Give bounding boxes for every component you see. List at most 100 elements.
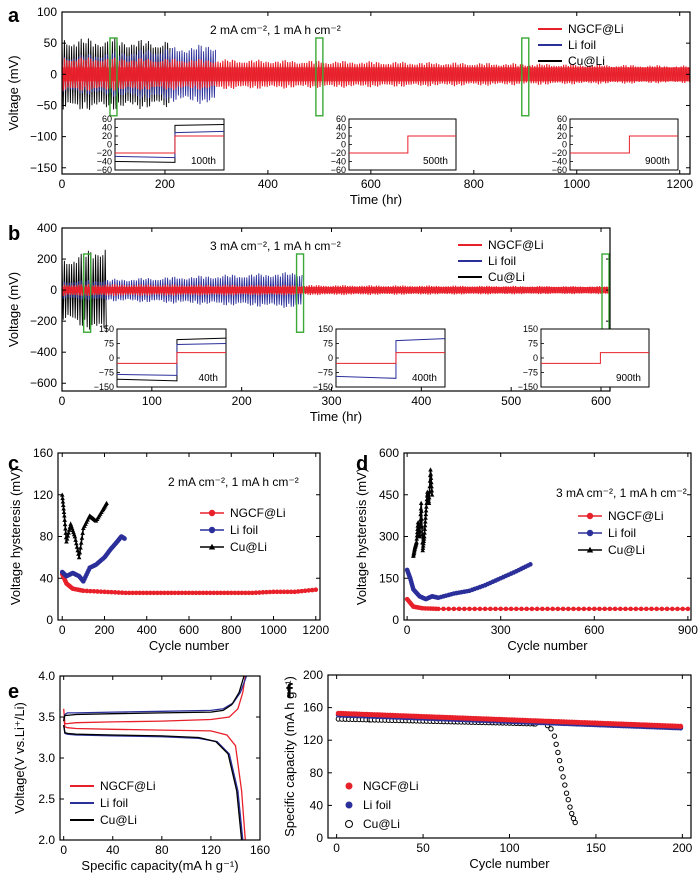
data-point — [246, 590, 252, 596]
inset-400th: 150 75 0 −75 −150 400th — [313, 324, 446, 392]
x-tick-label: 1000 — [563, 177, 590, 191]
y-tick-label: 0 — [46, 613, 53, 627]
data-point — [155, 590, 160, 596]
y-axis-label: Voltage hysteresis (mV) — [354, 468, 369, 605]
x-tick-label: 1000 — [260, 623, 287, 637]
panel-c: 0 200 400 600 800 1000 1200 0 40 80 120 160 Cycle nu… — [8, 446, 329, 653]
inset-tick-label: 20 — [102, 131, 112, 141]
x-tick-label: 1200 — [666, 177, 693, 191]
data-point — [586, 529, 594, 537]
data-point — [420, 548, 426, 553]
data-point — [151, 590, 157, 596]
data-point — [669, 606, 675, 612]
x-axis-label: Cycle number — [507, 638, 588, 653]
data-point — [685, 606, 691, 612]
data-point — [488, 606, 493, 612]
data-point — [421, 536, 427, 541]
data-point — [186, 590, 192, 596]
data-point — [659, 606, 665, 612]
data-point — [130, 590, 135, 596]
data-point — [236, 590, 241, 596]
data-point — [422, 530, 427, 535]
x-tick-label: 120 — [201, 843, 221, 857]
inset-label: 500th — [423, 156, 448, 167]
data-point — [586, 606, 592, 612]
data-point — [572, 819, 578, 826]
data-point — [428, 467, 433, 472]
y-tick-label: 120 — [33, 488, 53, 502]
inset-tick-label: 60 — [557, 114, 567, 124]
data-point — [560, 606, 566, 612]
x-tick-label: 600 — [179, 623, 199, 637]
data-point — [104, 500, 109, 505]
y-tick-label: −100 — [30, 130, 57, 144]
data-point — [428, 475, 434, 480]
data-point — [419, 532, 425, 537]
data-point — [417, 534, 422, 539]
data-point — [664, 606, 670, 612]
x-tick-label: 0 — [59, 177, 66, 191]
x-tick-label: 0 — [404, 623, 411, 637]
panel-label: e — [8, 681, 19, 703]
highlight-box — [295, 253, 305, 333]
data-point — [109, 589, 114, 595]
data-point — [562, 782, 568, 788]
y-tick-label: 3.5 — [38, 710, 55, 724]
data-point — [426, 500, 432, 505]
data-point — [285, 589, 290, 595]
x-tick-label: 800 — [221, 623, 241, 637]
data-point — [540, 606, 545, 612]
inset-tick-label: −75 — [99, 368, 114, 378]
data-point — [309, 587, 315, 593]
legend-label: Li foil — [363, 798, 391, 812]
y-tick-label: 600 — [379, 446, 399, 460]
x-tick-label: 500 — [501, 394, 521, 408]
x-tick-label: 200 — [232, 394, 252, 408]
y-tick-label: 80 — [310, 766, 324, 780]
data-point — [122, 536, 127, 541]
data-point — [678, 723, 684, 729]
data-point — [680, 606, 685, 612]
data-point — [302, 588, 308, 594]
data-point — [424, 504, 429, 509]
x-tick-label: 300 — [321, 394, 341, 408]
data-point — [567, 804, 573, 810]
data-point — [313, 587, 319, 593]
data-point — [423, 519, 428, 524]
highlight-box — [109, 37, 118, 117]
panel-f: 0 50 100 150 200 0 40 80 120 160 200 Cycle number Sp… — [282, 668, 693, 871]
data-point — [417, 531, 422, 537]
inset-label: 900th — [616, 373, 641, 384]
data-point — [65, 533, 71, 538]
inset-tick-label: 0 — [107, 140, 112, 150]
plot-area — [62, 38, 690, 110]
data-point — [204, 590, 209, 596]
inset-tick-label: −20 — [97, 148, 112, 158]
data-point — [421, 538, 427, 543]
inset-40th: 150 75 0 −75 −150 40th — [94, 324, 227, 392]
series-NGCF@Li — [62, 284, 610, 297]
inset-curve — [541, 352, 649, 364]
legend-label: NGCF@Li — [363, 779, 419, 793]
data-point — [77, 550, 83, 555]
data-point — [649, 606, 654, 612]
curve-Li foil-discharge — [63, 725, 244, 840]
inset-frame — [348, 118, 457, 171]
y-axis-label: Voltage(V vs.Li⁺/Li) — [12, 702, 27, 814]
data-point — [119, 590, 125, 595]
data-point — [654, 606, 659, 612]
data-point — [418, 500, 424, 505]
x-tick-label: 100 — [142, 394, 162, 408]
legend: NGCF@Li Li foil Cu@Li — [538, 22, 624, 68]
data-point — [565, 796, 571, 803]
x-tick-label: 400 — [137, 623, 157, 637]
data-point — [569, 810, 575, 817]
data-point — [190, 590, 195, 596]
inset-tick-label: −60 — [331, 165, 346, 175]
y-tick-label: 50 — [44, 36, 58, 50]
data-point — [218, 590, 223, 596]
x-tick-label: 900 — [678, 623, 698, 637]
plot-area — [404, 467, 691, 612]
